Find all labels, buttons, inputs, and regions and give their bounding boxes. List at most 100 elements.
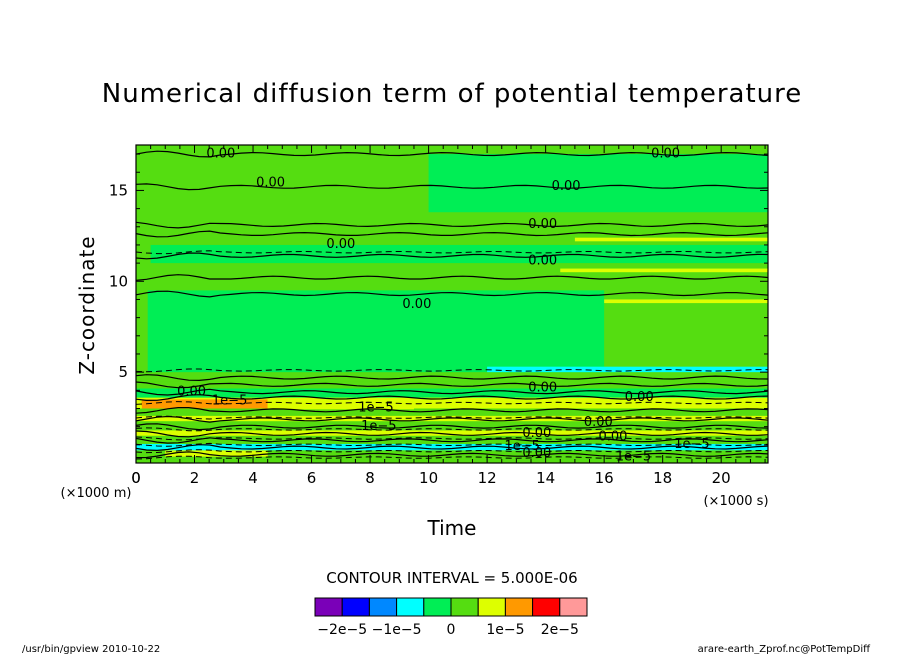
- contour-label: 1e−5: [616, 450, 651, 465]
- x-axis-label: Time: [427, 516, 477, 540]
- color-bands: [136, 145, 768, 463]
- dashed-contour-1: [135, 368, 769, 373]
- contour-label: 0.00: [326, 237, 355, 252]
- dashed-contour-0: [135, 250, 769, 255]
- contour-line-2: [135, 221, 769, 229]
- band-7: [136, 408, 768, 416]
- band-12: [569, 299, 768, 304]
- contour-interval-label: CONTOUR INTERVAL = 5.000E-06: [326, 569, 577, 587]
- band-3: [136, 435, 768, 444]
- footer-right: arare-earth_Zprof.nc@PotTempDiff: [698, 644, 872, 654]
- dashed-contour-2: [135, 401, 769, 405]
- dashed-contour-3: [135, 415, 769, 420]
- colorbar: −2e−5 −1e−5 0 1e−5 2e−5: [314, 597, 588, 638]
- y-tick-label: 15: [109, 181, 128, 199]
- dashed-contour-4: [135, 427, 768, 432]
- colorbar-tick-label: 0: [447, 622, 456, 638]
- x-tick-label: 10: [419, 469, 438, 487]
- band-15: [147, 290, 605, 373]
- colorbar-tick-label: 1e−5: [486, 622, 524, 638]
- y-tick-label: 10: [109, 272, 128, 290]
- x-tick-label: 18: [653, 469, 672, 487]
- contour-label: 0.00: [402, 297, 431, 312]
- band-20: [141, 399, 268, 409]
- contour-line-16: [135, 444, 769, 452]
- colorbar-cell: [396, 597, 425, 617]
- contour-label: 0.00: [177, 384, 206, 399]
- contour-label: 0.00: [598, 430, 627, 445]
- band-21: [267, 398, 414, 410]
- contour-line-17: [135, 451, 769, 459]
- contour-line-15: [135, 437, 769, 444]
- contour-label: 0.00: [528, 217, 557, 232]
- contour-line-13: [135, 423, 769, 431]
- contour-label: 1e−5: [505, 439, 540, 454]
- contour-lines: [135, 150, 769, 460]
- dashed-contour-6: [135, 442, 769, 447]
- x-tick-label: 12: [478, 469, 497, 487]
- contour-label: 1e−5: [674, 437, 709, 452]
- contour-label: 0.00: [522, 426, 551, 441]
- colorbar-cell: [423, 597, 452, 617]
- x-tick-label: 4: [248, 469, 258, 487]
- dashed-contour-5: [135, 436, 769, 441]
- contour-line-11: [135, 407, 769, 414]
- footer-left: /usr/bin/gpview 2010-10-22: [22, 644, 160, 654]
- band-13: [560, 268, 768, 273]
- colorbar-cell: [559, 597, 588, 617]
- x-tick-label: 16: [595, 469, 614, 487]
- contour-line-4: [135, 252, 769, 260]
- contour-line-8: [135, 381, 769, 389]
- dashed-contour-8: [135, 455, 769, 460]
- band-8: [136, 397, 768, 409]
- x-tick-label: 6: [307, 469, 317, 487]
- band-4: [136, 430, 768, 436]
- contour-label: 0.00: [651, 146, 680, 161]
- band-10: [136, 381, 768, 389]
- contour-line-6: [135, 290, 769, 298]
- contour-label: 0.00: [552, 179, 581, 194]
- colorbar-cell: [532, 597, 561, 617]
- colorbar-tick-label: −2e−5: [317, 622, 367, 638]
- dashed-contour-7: [135, 449, 769, 454]
- contour-label: 1e−5: [212, 393, 247, 408]
- band-2: [136, 443, 768, 451]
- y-tick-label: 5: [118, 363, 128, 381]
- band-14: [574, 237, 768, 242]
- band-16: [150, 244, 768, 264]
- contour-line-3: [135, 230, 769, 238]
- contour-label: 0.00: [528, 381, 557, 396]
- plot-area: 0.00 0.00 0.00 0.00 0.00 0.00 0.00 0.00 0.00 0.00…: [109, 144, 769, 487]
- x-axis-ticks: 0 2 4 6 8 10 12 14 16 18 20: [131, 145, 766, 487]
- chart-title: Numerical diffusion term of potential te…: [102, 79, 803, 109]
- y-axis-label: Z-coordinate: [75, 235, 99, 374]
- y-axis-unit: (×1000 m): [61, 486, 132, 501]
- x-tick-label: 8: [365, 469, 375, 487]
- contour-label: 0.00: [528, 253, 557, 268]
- contour-label: 0.00: [206, 146, 235, 161]
- contour-line-10: [135, 394, 769, 402]
- colorbar-cell: [477, 597, 506, 617]
- contour-line-1: [135, 183, 769, 191]
- contour-line-7: [135, 374, 769, 382]
- colorbar-tick-label: 2e−5: [541, 622, 579, 638]
- colorbar-cell: [314, 597, 343, 617]
- colorbar-cell: [450, 597, 479, 617]
- contour-line-12: [135, 415, 769, 423]
- plot-frame: [135, 144, 769, 464]
- contour-labels: 0.00 0.00 0.00 0.00 0.00 0.00 0.00 0.00 0.00 0.00…: [177, 146, 710, 464]
- contour-label: 1e−5: [358, 401, 393, 416]
- band-17: [428, 154, 768, 213]
- contour-line-9: [135, 388, 769, 396]
- x-tick-label: 14: [536, 469, 555, 487]
- contour-label: 1e−5: [361, 419, 396, 434]
- x-axis-unit: (×1000 s): [703, 494, 768, 509]
- contour-label: 0.00: [522, 446, 551, 461]
- contour-label: 0.00: [256, 175, 285, 190]
- x-tick-label: 0: [131, 469, 141, 487]
- contour-line-0: [135, 150, 769, 158]
- band-18: [487, 366, 768, 373]
- colorbar-cell: [504, 597, 534, 617]
